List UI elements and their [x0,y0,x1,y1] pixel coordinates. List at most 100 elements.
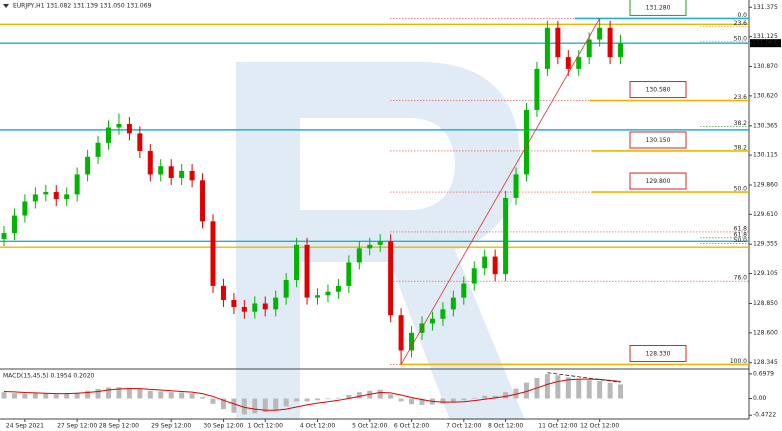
macd-bar [147,390,153,399]
macd-bar [377,389,383,399]
price-box [629,81,687,99]
fib-label: 76.0 [734,275,748,282]
fib-label: 23.6 [734,20,748,27]
y-tick-label: 129.105 [753,270,778,277]
candle-body [325,291,331,296]
fib-label: 61.8 [734,231,748,238]
fib-label: 61.8 [734,225,748,232]
candle-body [106,127,111,143]
macd-bar [273,398,279,410]
macd-bar [419,398,425,405]
candle-body [367,244,373,249]
candle-body [388,241,394,316]
candle-body [126,124,132,134]
macd-bar [231,398,237,413]
candle-body [53,192,59,200]
fib-label: 50.0 [734,35,748,42]
macd-bar [126,387,132,399]
macd-bar [252,398,258,414]
macd-bar [210,398,216,404]
candle-body [95,142,101,157]
macd-bar [440,398,446,404]
macd-bar [346,395,352,399]
candle-body [409,332,415,351]
macd-bar [241,398,247,415]
x-tick-label: 27 Sep 12:00 [57,423,97,430]
fib-label: 38.2 [734,120,748,127]
price-box [629,131,687,149]
macd-bar [85,390,91,399]
y-tick-label: 130.870 [753,63,778,70]
macd-bar [492,395,498,399]
y-tick-label: 128.345 [753,359,778,366]
candle-body [618,43,624,58]
fib-label: 100.0 [730,358,747,365]
fib-label: 50.0 [734,186,748,193]
price-box [629,344,687,362]
x-tick-label: 24 Sep 2021 [6,423,44,430]
candle-body [200,180,206,222]
candle-body [565,57,571,69]
x-tick-label: 29 Sep 12:00 [151,423,191,430]
candle-body [241,307,247,312]
macd-bar [179,392,185,399]
macd-bar [262,398,268,412]
macd-bar [53,394,59,399]
macd-bar [74,392,80,399]
x-tick-label: 6 Oct 12:00 [394,423,429,430]
macd-bar [335,397,341,399]
macd-trendline [547,372,621,383]
candle-body [356,248,362,263]
macd-bar [597,380,603,399]
candle-body [11,215,17,234]
macd-bar [388,394,394,399]
candle-body [43,192,49,195]
candle-body [315,295,320,298]
trendline [400,18,600,365]
candle-body [168,166,174,178]
x-tick-label: 7 Oct 12:00 [446,423,481,430]
candle-body [64,194,70,200]
macd-bar [524,382,529,399]
macd-bar [168,392,174,399]
price-box [629,172,687,190]
menu-icon [3,4,9,8]
x-tick-label: 1 Oct 12:00 [248,423,283,430]
y-tick-label: 0.6979 [753,370,774,377]
signal-line [3,378,621,411]
macd-bar [576,379,582,399]
candle-body [158,166,164,175]
candle-body [429,318,435,324]
macd-bar [513,388,519,399]
y-tick-label: 130.365 [753,122,778,129]
macd-bar [116,387,122,399]
macd-bar [200,397,206,399]
fib-label: 0.0 [737,12,747,19]
x-tick-label: 28 Sep 12:00 [99,423,139,430]
macd-bar [471,397,477,399]
candle-body [273,297,279,310]
macd-bar [450,398,456,403]
macd-bar [555,375,561,399]
candle-body [220,285,226,300]
y-tick-label: -0.4722 [753,412,776,419]
price-box-label: 128.330 [646,350,671,357]
candle-body [450,297,456,310]
y-tick-label: 128.850 [753,300,778,307]
macd-bar [220,398,226,410]
candle-body [607,27,613,58]
candle-body [492,256,498,275]
candle-body [586,39,592,58]
y-tick-label: 128.600 [753,329,778,336]
fib-label: 50.0 [734,237,748,244]
candle-body [252,303,258,312]
candle-body [335,285,341,292]
x-tick-label: 30 Sep 12:00 [203,423,243,430]
candle-body [262,303,268,310]
macd-bar [618,384,624,399]
candle-body [377,241,383,245]
y-tick-label: 129.610 [753,211,778,218]
macd-bar [607,382,613,399]
fib-label: 38.2 [734,144,748,151]
